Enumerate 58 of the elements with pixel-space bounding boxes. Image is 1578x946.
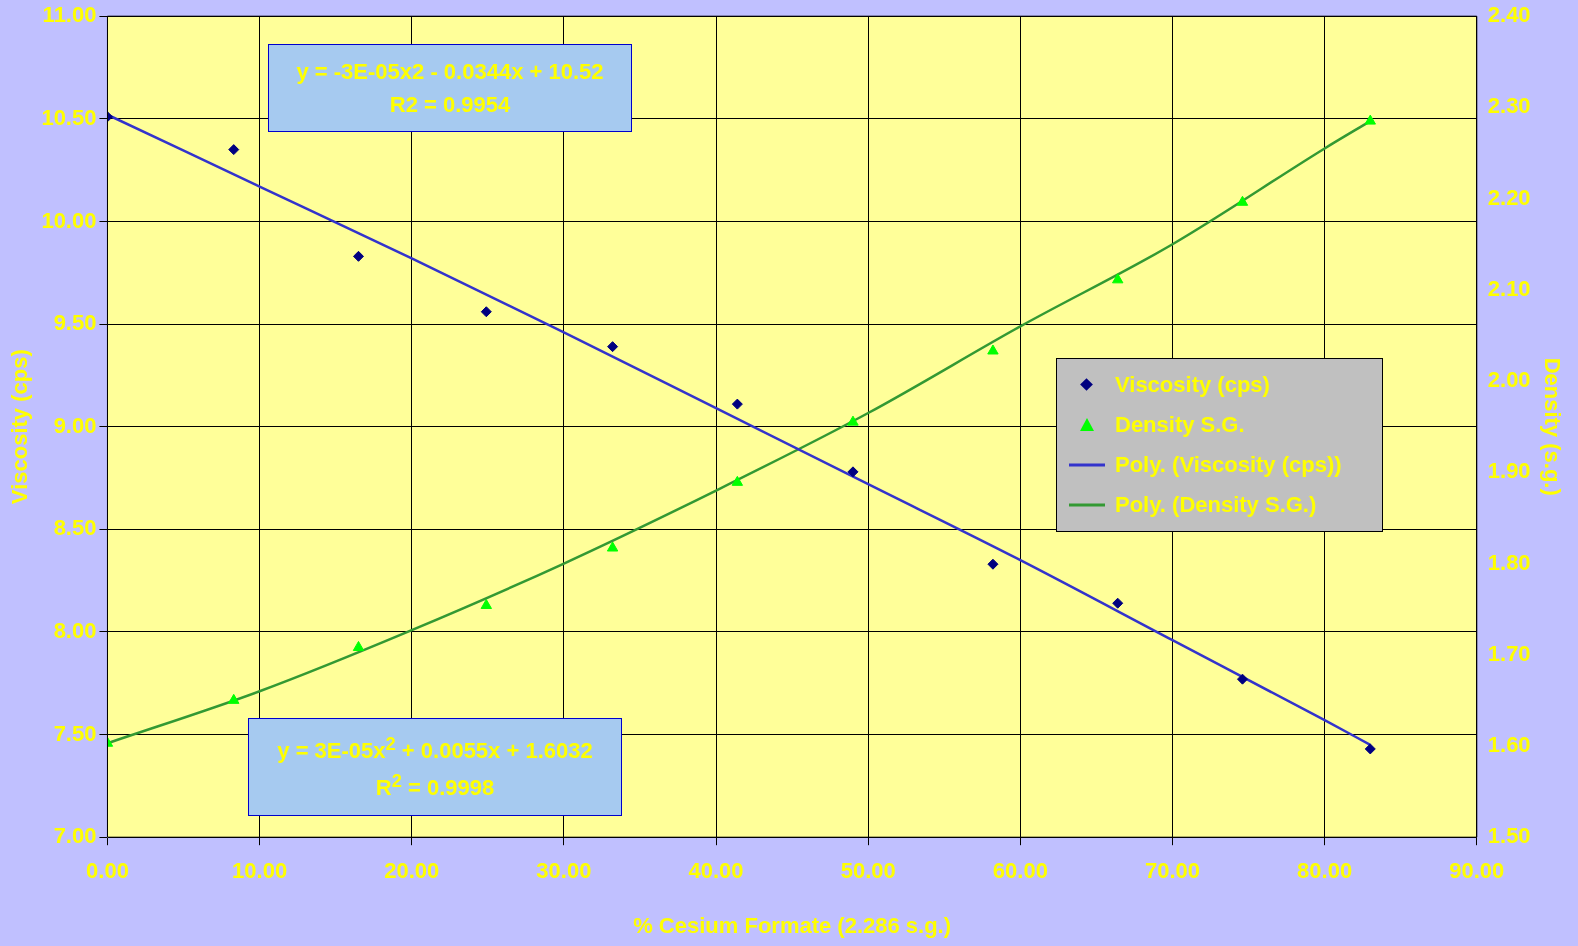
x-tick-label: 50.00: [840, 858, 896, 884]
x-tick-label: 80.00: [1297, 858, 1353, 884]
y2-tick-label: 2.20: [1487, 184, 1531, 210]
point: [1236, 673, 1248, 685]
point: [1112, 597, 1124, 609]
point: [607, 341, 619, 353]
y2-tick-label: 2.40: [1487, 2, 1531, 28]
x-tick-label: 10.00: [232, 858, 288, 884]
y-tick-label: 9.00: [53, 412, 97, 438]
y2-tick-label: 2.30: [1487, 93, 1531, 119]
y-tick-label: 7.50: [53, 720, 97, 746]
point: [731, 398, 743, 410]
y2-tick-label: 1.50: [1487, 823, 1531, 849]
y-tick-label: 10.00: [41, 207, 97, 233]
y-tick-label: 9.50: [53, 310, 97, 336]
x-tick-label: 30.00: [536, 858, 592, 884]
x-tick-label: 20.00: [384, 858, 440, 884]
point: [228, 693, 240, 704]
point: [1364, 743, 1376, 755]
x-tick-label: 90.00: [1449, 858, 1505, 884]
y-tick-label: 11.00: [42, 2, 97, 28]
y2-tick-label: 2.10: [1487, 275, 1531, 301]
point: [847, 466, 859, 478]
point: [1364, 114, 1376, 125]
y2-tick-label: 1.80: [1487, 549, 1531, 575]
point: [847, 415, 859, 426]
y2-tick-label: 2.00: [1487, 367, 1531, 393]
x-tick-label: 0.00: [86, 858, 129, 884]
point: [987, 344, 999, 355]
point: [352, 640, 365, 651]
x-tick-label: 40.00: [688, 858, 744, 884]
y-tick-label: 8.00: [53, 618, 97, 644]
point: [353, 250, 364, 262]
point: [480, 599, 492, 609]
point: [228, 144, 240, 156]
legend-label: Density S.G.: [1115, 412, 1245, 438]
legend-label: Poly. (Viscosity (cps)): [1115, 452, 1342, 478]
legend-label: Poly. (Density S.G.): [1115, 492, 1317, 518]
y-tick-label: 10.50: [41, 104, 97, 130]
point: [1236, 195, 1249, 206]
x-axis-title: % Cesium Formate (2.286 s.g.): [633, 912, 952, 938]
annotation: y = 3E-05x$^{2}$ + 0.0055x + 1.6032 R$^{2}$ = 0.9998: [277, 731, 593, 803]
point: [987, 558, 999, 570]
y2-axis-title: Density (s.g.): [1539, 357, 1565, 496]
y-axis-title: Viscosity (cps): [7, 349, 33, 505]
y2-tick-label: 1.60: [1487, 732, 1531, 758]
y2-tick-label: 1.90: [1487, 458, 1531, 484]
x-tick-label: 60.00: [992, 858, 1048, 884]
point: [480, 306, 492, 318]
y-tick-label: 8.50: [53, 515, 97, 541]
point: [1112, 273, 1124, 284]
y2-tick-label: 1.70: [1487, 640, 1531, 666]
point: [731, 475, 744, 486]
y-tick-label: 7.00: [53, 823, 97, 849]
point: [606, 541, 619, 552]
legend-label: Viscosity (cps): [1115, 372, 1270, 398]
annotation: y = -3E-05x2 - 0.0344x + 10.52 R2 = 0.9954: [296, 58, 604, 119]
x-tick-label: 70.00: [1144, 858, 1201, 884]
